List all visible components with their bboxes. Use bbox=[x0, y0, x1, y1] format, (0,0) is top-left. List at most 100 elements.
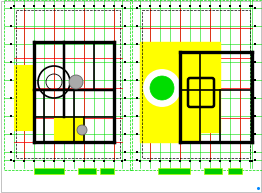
Bar bbox=[43, 5, 45, 7]
Bar bbox=[121, 5, 123, 7]
Bar bbox=[136, 159, 138, 161]
Bar bbox=[140, 110, 200, 142]
Bar bbox=[13, 160, 15, 162]
Bar bbox=[10, 97, 12, 99]
Bar bbox=[254, 61, 256, 63]
Bar bbox=[158, 168, 190, 174]
Bar bbox=[219, 160, 221, 162]
Bar bbox=[136, 115, 138, 117]
Bar bbox=[124, 79, 126, 81]
Bar bbox=[136, 79, 138, 81]
Bar bbox=[73, 5, 75, 7]
Bar bbox=[199, 5, 201, 7]
Bar bbox=[136, 7, 138, 9]
Bar bbox=[254, 133, 256, 135]
Bar bbox=[254, 7, 256, 9]
Bar bbox=[139, 160, 141, 162]
Bar bbox=[14, 8, 122, 160]
Bar bbox=[254, 159, 256, 161]
Bar bbox=[209, 5, 211, 7]
Bar bbox=[10, 159, 12, 161]
Bar bbox=[4, 0, 132, 170]
Bar bbox=[251, 160, 253, 162]
Bar bbox=[124, 97, 126, 99]
Bar bbox=[124, 61, 126, 63]
Bar bbox=[124, 133, 126, 135]
Bar bbox=[34, 168, 64, 174]
Bar bbox=[136, 61, 138, 63]
Bar bbox=[23, 160, 25, 162]
Bar bbox=[169, 160, 171, 162]
Bar bbox=[254, 115, 256, 117]
Bar bbox=[93, 160, 95, 162]
Bar bbox=[124, 115, 126, 117]
Bar bbox=[179, 160, 181, 162]
Bar bbox=[113, 160, 115, 162]
Bar bbox=[254, 151, 256, 153]
Bar bbox=[33, 5, 35, 7]
Bar bbox=[159, 5, 161, 7]
Bar bbox=[16, 10, 120, 158]
Circle shape bbox=[150, 76, 174, 100]
Bar bbox=[124, 7, 126, 9]
Bar bbox=[142, 10, 250, 158]
Bar bbox=[23, 5, 25, 7]
Bar bbox=[169, 5, 171, 7]
Bar bbox=[73, 160, 75, 162]
Bar bbox=[139, 5, 141, 7]
Bar bbox=[10, 43, 12, 45]
Bar bbox=[229, 5, 231, 7]
Bar bbox=[140, 42, 220, 132]
Bar bbox=[249, 160, 251, 162]
Bar bbox=[254, 97, 256, 99]
Bar bbox=[43, 160, 45, 162]
Bar bbox=[204, 168, 222, 174]
Bar bbox=[239, 160, 241, 162]
Bar bbox=[10, 61, 12, 63]
Bar bbox=[136, 43, 138, 45]
Bar bbox=[136, 133, 138, 135]
Bar bbox=[124, 25, 126, 27]
Bar bbox=[136, 151, 138, 153]
Bar bbox=[149, 160, 151, 162]
Bar bbox=[136, 97, 138, 99]
Bar bbox=[179, 5, 181, 7]
Bar bbox=[100, 168, 114, 174]
Bar bbox=[124, 151, 126, 153]
Bar bbox=[229, 160, 231, 162]
Bar bbox=[254, 43, 256, 45]
Bar bbox=[103, 5, 105, 7]
Bar bbox=[209, 160, 211, 162]
Bar bbox=[93, 5, 95, 7]
Bar bbox=[10, 79, 12, 81]
Bar bbox=[130, 0, 262, 170]
Bar bbox=[228, 168, 242, 174]
Circle shape bbox=[142, 68, 182, 108]
Bar bbox=[54, 117, 84, 142]
Bar bbox=[251, 5, 253, 7]
Bar bbox=[10, 115, 12, 117]
Bar bbox=[53, 5, 55, 7]
Bar bbox=[121, 160, 123, 162]
Bar bbox=[254, 25, 256, 27]
Bar bbox=[124, 43, 126, 45]
Bar bbox=[13, 5, 15, 7]
Bar bbox=[53, 160, 55, 162]
Bar bbox=[159, 160, 161, 162]
Bar bbox=[10, 25, 12, 27]
Bar bbox=[63, 5, 65, 7]
Bar bbox=[83, 160, 85, 162]
Bar bbox=[14, 65, 34, 130]
Bar bbox=[254, 79, 256, 81]
Bar bbox=[189, 160, 191, 162]
Circle shape bbox=[69, 75, 83, 89]
Bar bbox=[219, 5, 221, 7]
Bar bbox=[33, 160, 35, 162]
Bar bbox=[136, 25, 138, 27]
Bar bbox=[113, 5, 115, 7]
Bar bbox=[10, 7, 12, 9]
Bar bbox=[124, 159, 126, 161]
Bar bbox=[249, 5, 251, 7]
Bar bbox=[63, 160, 65, 162]
Bar bbox=[10, 133, 12, 135]
